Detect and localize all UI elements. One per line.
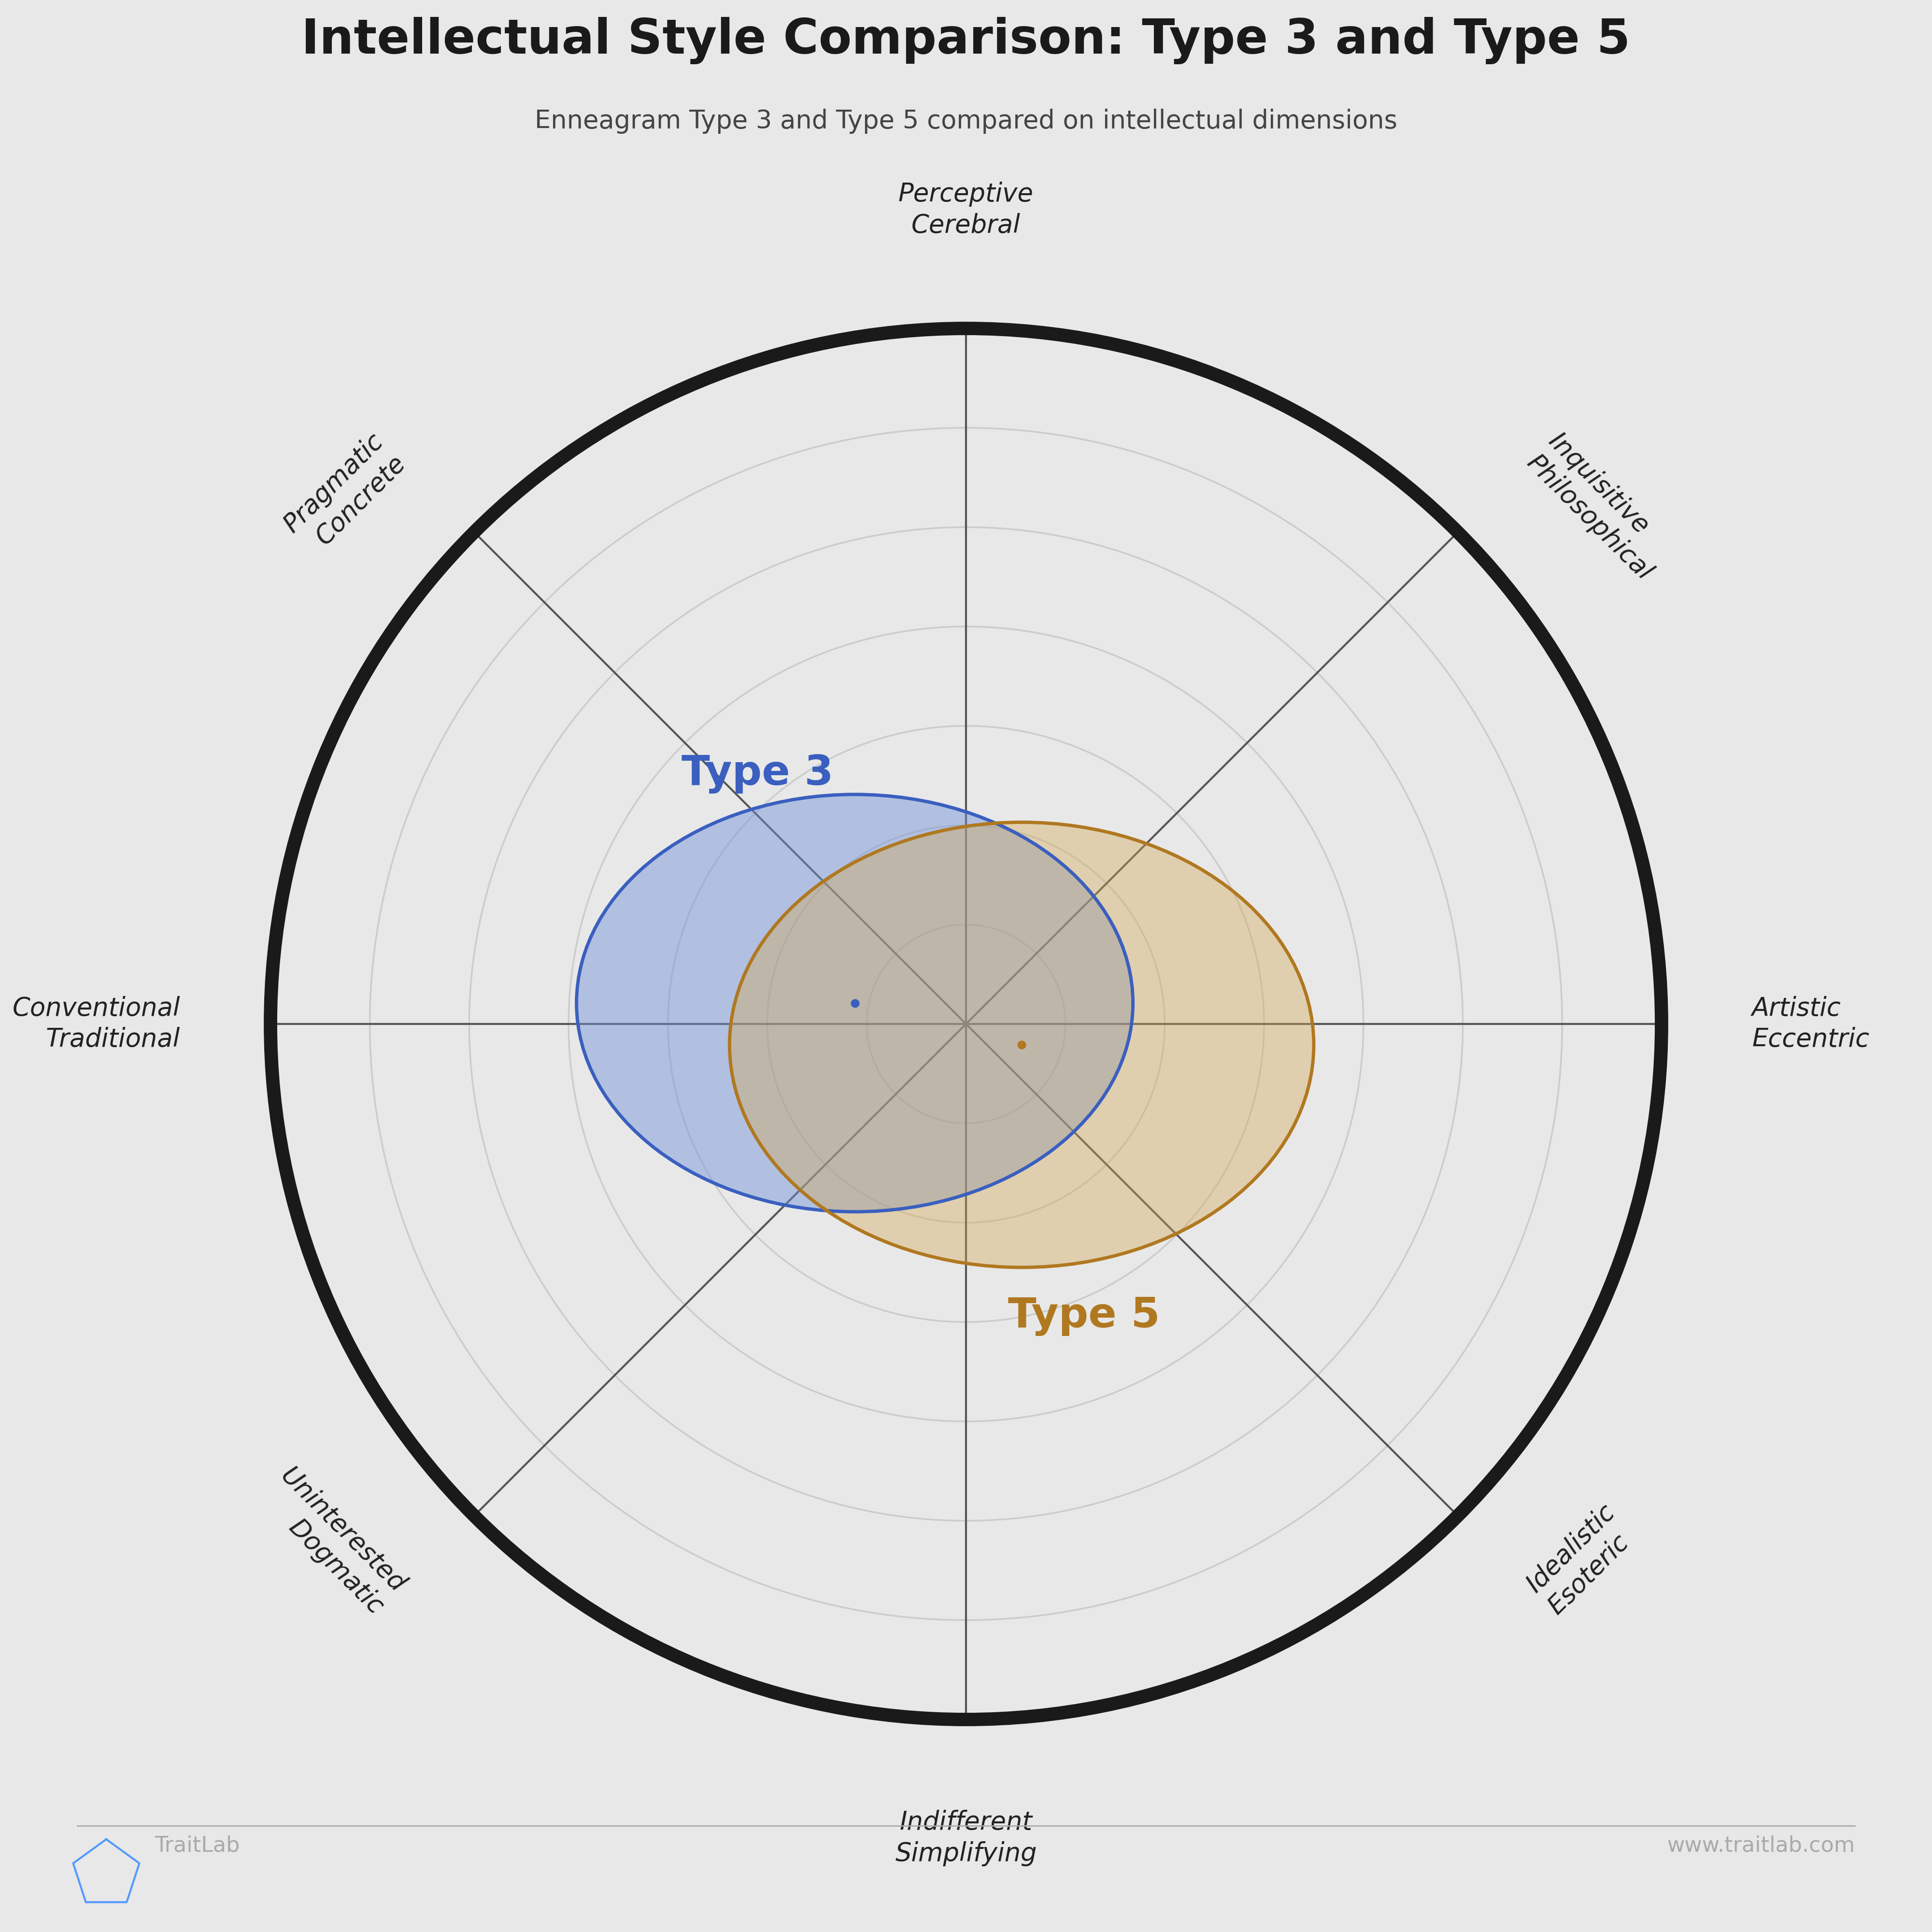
Text: Inquisitive
Philosophical: Inquisitive Philosophical: [1522, 429, 1679, 585]
Ellipse shape: [730, 823, 1314, 1267]
Text: Intellectual Style Comparison: Type 3 and Type 5: Intellectual Style Comparison: Type 3 an…: [301, 17, 1631, 64]
Text: Type 3: Type 3: [682, 753, 833, 794]
Text: Pragmatic
Concrete: Pragmatic Concrete: [280, 429, 410, 560]
Text: Enneagram Type 3 and Type 5 compared on intellectual dimensions: Enneagram Type 3 and Type 5 compared on …: [535, 108, 1397, 133]
Text: Conventional
Traditional: Conventional Traditional: [12, 995, 180, 1053]
Text: www.traitlab.com: www.traitlab.com: [1667, 1835, 1855, 1857]
Text: TraitLab: TraitLab: [155, 1835, 240, 1857]
Text: Uninterested
Dogmatic: Uninterested Dogmatic: [253, 1463, 410, 1619]
Text: Idealistic
Esoteric: Idealistic Esoteric: [1522, 1499, 1642, 1619]
Text: Perceptive
Cerebral: Perceptive Cerebral: [898, 182, 1034, 238]
Text: Artistic
Eccentric: Artistic Eccentric: [1752, 995, 1870, 1053]
Ellipse shape: [576, 794, 1132, 1211]
Text: Type 5: Type 5: [1009, 1296, 1161, 1337]
Text: Indifferent
Simplifying: Indifferent Simplifying: [895, 1810, 1037, 1866]
